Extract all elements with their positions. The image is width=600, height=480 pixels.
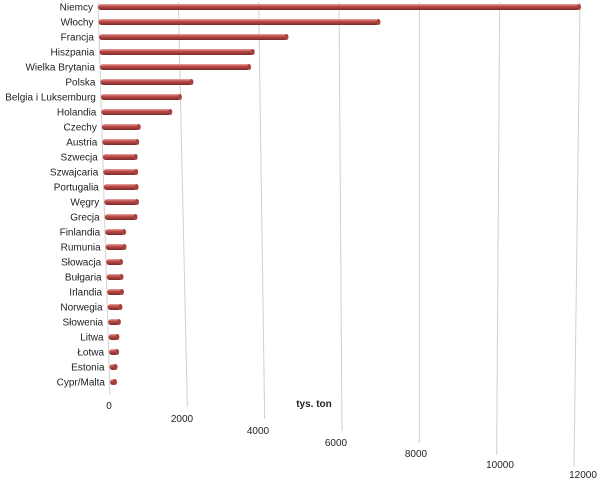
category-label: Polska (65, 78, 95, 89)
category-label: Wielka Brytania (25, 63, 95, 74)
category-labels: Niemcy Włochy Francja Hiszpania Wielka Bryta… (5, 3, 105, 389)
gridline (177, 1, 188, 408)
bar (98, 19, 381, 25)
category-label: Belgia i Luksemburg (5, 93, 96, 104)
category-label: Włochy (61, 18, 94, 29)
category-label: Słowenia (62, 318, 103, 329)
category-label: Szwecja (61, 153, 99, 164)
bar (99, 49, 255, 55)
tick-label: 8000 (405, 449, 428, 460)
category-label: Szwajcaria (50, 168, 99, 179)
bar (103, 184, 139, 190)
category-label: Estonia (71, 363, 105, 374)
gridline (338, 1, 343, 432)
category-label: Węgry (70, 198, 99, 209)
category-label: Rumunia (61, 243, 101, 254)
bar (103, 169, 139, 175)
bar (100, 79, 194, 85)
category-label: Słowacja (61, 258, 101, 269)
bar (102, 139, 140, 145)
bar (98, 4, 581, 10)
bar (109, 349, 120, 355)
category-label: Hiszpania (51, 48, 95, 59)
category-label: Austria (66, 138, 98, 149)
bar (98, 34, 289, 40)
grid-lines (97, 1, 581, 468)
bar (107, 289, 124, 295)
bar (106, 259, 124, 265)
tick-label: 6000 (325, 438, 348, 449)
category-label: Łotwa (77, 348, 104, 359)
bar (101, 109, 173, 115)
bar (108, 319, 121, 325)
bar (107, 304, 123, 310)
tick-label: 0 (106, 401, 112, 412)
category-label: Grecja (70, 213, 100, 224)
category-label: Francja (61, 33, 95, 44)
tick-labels: 0 2000 4000 6000 8000 10000 12000 (106, 401, 597, 480)
gridline (496, 1, 501, 456)
bar (109, 364, 118, 370)
unit-label: tys. ton (296, 399, 332, 410)
tick-label: 4000 (247, 426, 270, 437)
gridline (258, 1, 266, 420)
tick-label: 12000 (569, 470, 597, 480)
bars-group (98, 4, 581, 385)
tick-label: 2000 (171, 414, 194, 425)
category-label: Norwegia (60, 303, 103, 314)
bar (99, 64, 252, 70)
category-label: Finlandia (60, 228, 101, 239)
category-label: Bułgaria (65, 273, 102, 284)
bar (100, 94, 182, 100)
gridline (573, 1, 581, 468)
category-label: Litwa (80, 333, 104, 344)
category-label: Holandia (57, 108, 97, 119)
tick-label: 10000 (486, 460, 514, 471)
bar (104, 214, 138, 220)
bar (101, 124, 141, 130)
category-label: Czechy (63, 123, 96, 134)
category-label: Irlandia (69, 288, 102, 299)
bar (110, 379, 117, 385)
bar (102, 154, 138, 160)
bar (105, 229, 127, 235)
bar (108, 334, 120, 340)
bar (105, 244, 127, 250)
category-label: Cypr/Malta (57, 378, 106, 389)
bar (106, 274, 124, 280)
category-label: Portugalia (54, 183, 99, 194)
category-label: Niemcy (60, 3, 93, 14)
bar (104, 199, 140, 205)
